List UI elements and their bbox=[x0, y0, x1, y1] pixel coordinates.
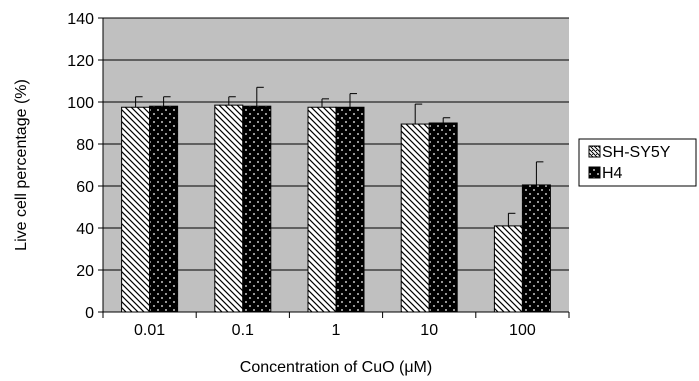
legend-label-h4: H4 bbox=[602, 165, 623, 182]
y-tick-label: 40 bbox=[76, 221, 94, 238]
x-tick-label: 0.01 bbox=[134, 322, 165, 339]
bar-h4-10 bbox=[428, 122, 458, 313]
legend: SH-SY5Y H4 bbox=[578, 138, 697, 187]
y-tick-label: 120 bbox=[67, 53, 94, 70]
y-tick-label: 0 bbox=[85, 305, 94, 322]
axes bbox=[102, 18, 569, 313]
bar-sh-sy5y-10 bbox=[400, 123, 430, 313]
bar-sh-sy5y-1 bbox=[307, 106, 337, 313]
x-tick-label: 1 bbox=[332, 322, 341, 339]
bar-sh-sy5y-0.1 bbox=[214, 104, 244, 313]
bar-h4-100 bbox=[521, 184, 551, 313]
legend-label-sh-sy5y: SH-SY5Y bbox=[602, 144, 671, 161]
y-tick-label: 80 bbox=[76, 137, 94, 154]
y-tick-label: 140 bbox=[67, 11, 94, 28]
y-axis-ticks: 0 20 40 60 80 100 120 140 bbox=[67, 11, 103, 322]
x-tick-label: 10 bbox=[420, 322, 438, 339]
bar-sh-sy5y-0.01 bbox=[121, 106, 151, 313]
x-axis-ticks: 0.01 0.1 1 10 100 bbox=[102, 312, 570, 339]
legend-swatch-h4 bbox=[588, 166, 601, 179]
error-bars bbox=[135, 86, 544, 226]
y-axis-title: Live cell percentage (%) bbox=[13, 79, 30, 251]
y-tick-label: 20 bbox=[76, 263, 94, 280]
bar-h4-0.01 bbox=[149, 105, 179, 313]
x-axis-title: Concentration of CuO (μM) bbox=[240, 359, 432, 376]
y-tick-label: 60 bbox=[76, 179, 94, 196]
bar-sh-sy5y-100 bbox=[493, 225, 523, 313]
bar-h4-1 bbox=[335, 106, 365, 313]
x-tick-label: 0.1 bbox=[232, 322, 254, 339]
x-tick-label: 100 bbox=[509, 322, 536, 339]
bar-h4-0.1 bbox=[242, 105, 272, 313]
legend-swatch-sh-sy5y bbox=[588, 145, 601, 158]
y-tick-label: 100 bbox=[67, 95, 94, 112]
